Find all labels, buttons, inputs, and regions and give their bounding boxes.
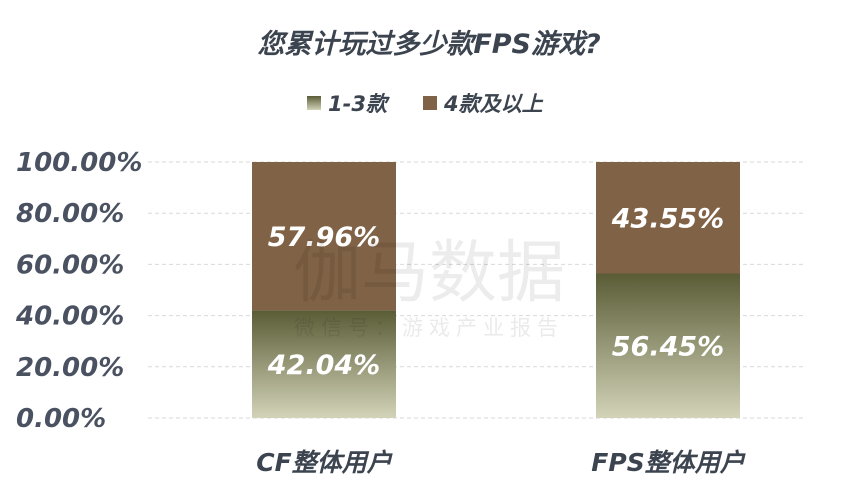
data-label: 42.04% <box>267 350 380 381</box>
data-label: 43.55% <box>611 204 724 235</box>
y-axis-tick-labels: 0.00% 20.00% 40.00% 60.00% 80.00% 100.00% <box>15 148 142 434</box>
watermark: 伽马数据 微信号：游戏产业报告 <box>293 234 565 340</box>
watermark-brand: 伽马数据 <box>293 234 565 313</box>
legend-label-1-3: 1-3款 <box>328 92 390 116</box>
data-label: 56.45% <box>612 332 724 363</box>
y-tick-label: 100.00% <box>16 148 142 178</box>
y-tick-label: 0.00% <box>16 404 106 434</box>
watermark-wechat-id: 微信号：游戏产业报告 <box>294 316 564 340</box>
y-tick-label: 20.00% <box>16 353 124 383</box>
data-labels: 42.04% 57.96% 56.45% 43.55% <box>267 204 724 381</box>
x-axis-category-labels: CF整体用户 FPS整体用户 <box>256 448 745 477</box>
bar-segment <box>596 273 740 418</box>
x-category-label: FPS整体用户 <box>591 448 745 477</box>
bars <box>252 162 740 418</box>
x-category-label: CF整体用户 <box>256 448 392 477</box>
legend-swatch-1-3 <box>307 96 321 110</box>
legend-label-4-plus: 4款及以上 <box>443 92 544 116</box>
bar-segment <box>252 162 396 311</box>
y-tick-label: 80.00% <box>16 199 124 229</box>
bar-segment <box>252 310 396 418</box>
legend: 1-3款 4款及以上 <box>307 92 544 116</box>
data-label: 57.96% <box>268 222 380 253</box>
bar-segment <box>596 162 740 274</box>
legend-swatch-4-plus <box>423 96 437 110</box>
y-tick-label: 40.00% <box>15 302 124 332</box>
y-tick-label: 60.00% <box>16 250 124 280</box>
chart-title: 您累计玩过多少款FPS游戏? <box>257 29 600 60</box>
